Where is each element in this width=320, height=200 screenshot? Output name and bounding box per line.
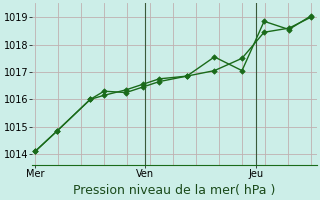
X-axis label: Pression niveau de la mer( hPa ): Pression niveau de la mer( hPa ) (73, 184, 276, 197)
